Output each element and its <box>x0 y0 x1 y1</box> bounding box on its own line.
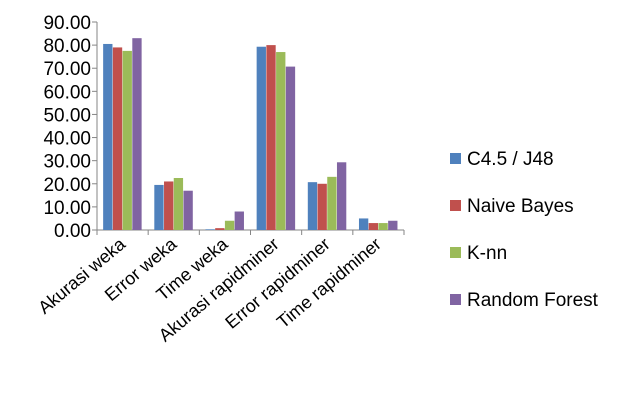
bar <box>164 181 174 230</box>
bar <box>112 47 123 230</box>
bar <box>388 220 398 230</box>
legend-label: Naive Bayes <box>467 196 574 217</box>
legend-label: Random Forest <box>467 290 599 311</box>
legend-label: K-nn <box>467 243 507 264</box>
bar <box>154 184 164 230</box>
legend-swatch <box>450 200 461 211</box>
bar <box>224 220 235 230</box>
bar <box>317 183 327 230</box>
y-tick-label: 50.00 <box>43 105 91 126</box>
legend-swatch <box>450 294 461 305</box>
bar <box>285 66 296 230</box>
bar <box>336 162 347 230</box>
bar <box>368 223 379 230</box>
bar <box>183 190 193 230</box>
y-tick-label: 30.00 <box>43 152 91 173</box>
legend-swatch <box>450 153 461 164</box>
y-tick-label: 80.00 <box>43 36 91 57</box>
bar <box>132 38 142 230</box>
legend-swatch <box>450 247 461 258</box>
bar <box>215 228 225 230</box>
bar <box>307 182 318 230</box>
bar <box>327 176 337 230</box>
bar <box>256 46 266 231</box>
bar <box>358 218 369 230</box>
bar <box>122 50 132 231</box>
y-tick-label: 40.00 <box>43 129 91 150</box>
x-category-label: Akurasi weka <box>34 233 130 318</box>
y-tick-label: 70.00 <box>43 59 91 80</box>
y-tick-label: 60.00 <box>43 82 91 103</box>
bar <box>173 178 184 230</box>
legend-label: C4.5 / J48 <box>467 149 554 170</box>
bar <box>205 229 215 230</box>
bar <box>103 43 113 231</box>
bar <box>234 211 244 230</box>
y-tick-label: 0.00 <box>54 221 91 242</box>
bar <box>378 223 388 230</box>
bar <box>276 52 286 230</box>
y-tick-label: 10.00 <box>43 198 91 219</box>
y-tick-label: 90.00 <box>43 13 91 34</box>
y-tick-label: 20.00 <box>43 175 91 196</box>
bar <box>266 45 276 230</box>
